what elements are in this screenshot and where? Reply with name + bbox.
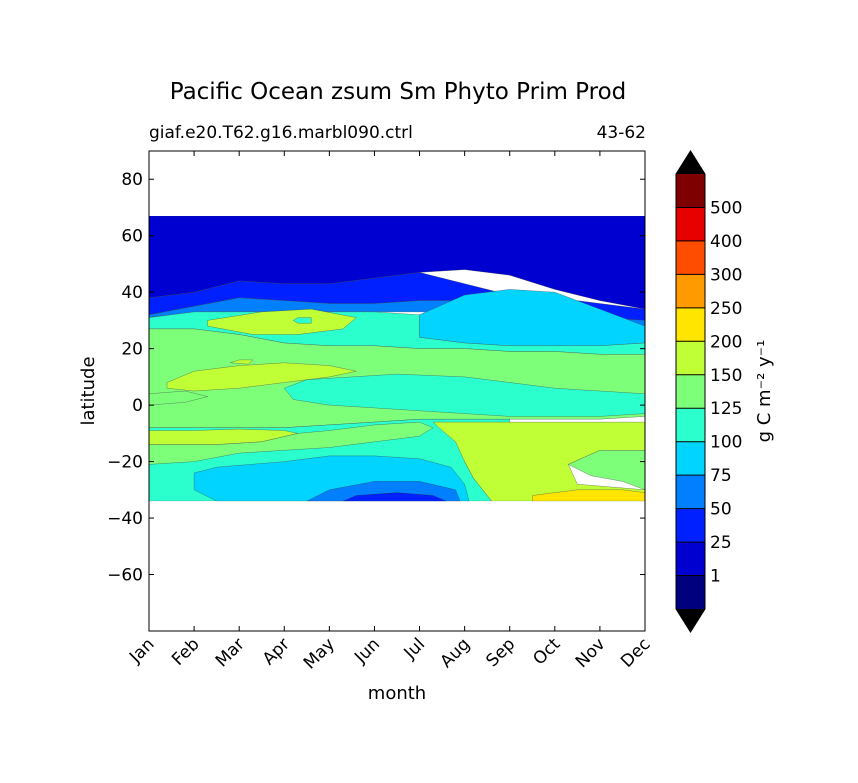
colorbar-segment bbox=[676, 408, 705, 443]
x-tick-label: Nov bbox=[572, 634, 610, 672]
contour-region-21 bbox=[292, 317, 312, 324]
y-tick-label: −40 bbox=[107, 509, 143, 529]
colorbar-segment bbox=[676, 374, 705, 409]
y-axis-label: latitude bbox=[78, 356, 99, 425]
colorbar-segment bbox=[676, 542, 705, 577]
colorbar-tick-label: 75 bbox=[710, 466, 732, 486]
x-tick-label: Jun bbox=[350, 634, 384, 668]
colorbar-extend-min bbox=[676, 609, 705, 632]
colorbar-tick-label: 50 bbox=[710, 500, 732, 520]
x-tick-label: Oct bbox=[529, 634, 564, 669]
y-tick-label: 0 bbox=[132, 396, 143, 416]
colorbar-segment bbox=[676, 508, 705, 543]
contour-region-22 bbox=[230, 359, 254, 365]
y-tick-label: −20 bbox=[107, 453, 143, 473]
y-tick-label: −60 bbox=[107, 566, 143, 586]
colorbar-tick-label: 250 bbox=[710, 299, 742, 319]
colorbar-segment bbox=[676, 441, 705, 476]
y-tick-label: 80 bbox=[121, 170, 143, 190]
chart-subtitle-right: 43-62 bbox=[597, 123, 646, 143]
contour-region-11 bbox=[283, 373, 645, 417]
x-tick-label: Dec bbox=[617, 634, 654, 671]
y-axis: 80 60 40 20 0 −20 −40 −60 bbox=[107, 170, 645, 586]
x-tick-label: Mar bbox=[212, 634, 249, 671]
colorbar-segment bbox=[676, 341, 705, 376]
colorbar-extend-max bbox=[676, 151, 705, 174]
chart-title: Pacific Ocean zsum Sm Phyto Prim Prod bbox=[170, 79, 627, 105]
y-tick-label: 40 bbox=[121, 283, 143, 303]
contour-region-20 bbox=[342, 492, 447, 502]
colorbar-tick-label: 25 bbox=[710, 533, 732, 553]
colorbar-segment bbox=[676, 174, 705, 208]
x-tick-label: Jul bbox=[400, 634, 429, 663]
colorbar-segment bbox=[676, 575, 705, 610]
x-tick-label: Apr bbox=[259, 634, 294, 669]
contour-region-8 bbox=[207, 308, 357, 335]
contour-region-17 bbox=[532, 489, 645, 502]
contour-region-10 bbox=[149, 390, 208, 406]
colorbar-tick-label: 125 bbox=[710, 399, 742, 419]
colorbar-outline bbox=[675, 150, 706, 633]
colorbar-segment bbox=[676, 207, 705, 242]
contour-region-16 bbox=[567, 450, 645, 491]
contour-region-9 bbox=[166, 362, 357, 392]
colorbar-tick-label: 300 bbox=[710, 265, 742, 285]
x-axis-label: month bbox=[368, 683, 426, 704]
colorbar-tick-label: 1 bbox=[710, 567, 721, 587]
y-tick-label: 20 bbox=[121, 340, 143, 360]
colorbar-segment bbox=[676, 274, 705, 309]
x-tick-label: Feb bbox=[168, 634, 203, 669]
plot-frame bbox=[148, 150, 646, 632]
chart-subtitle-left: giaf.e20.T62.g16.marbl090.ctrl bbox=[149, 123, 413, 143]
x-tick-label: May bbox=[300, 634, 339, 673]
x-tick-label: Aug bbox=[437, 634, 475, 672]
colorbar-segment bbox=[676, 240, 705, 275]
x-tick-label: Jan bbox=[125, 634, 158, 667]
x-tick-label: Sep bbox=[482, 634, 519, 671]
colorbar-tick-label: 100 bbox=[710, 433, 742, 453]
colorbar-segment bbox=[676, 307, 705, 342]
colorbar-label: g C m⁻² y⁻¹ bbox=[754, 340, 775, 443]
colorbar-tick-label: 400 bbox=[710, 232, 742, 252]
colorbar-tick-label: 500 bbox=[710, 198, 742, 218]
colorbar-tick-label: 200 bbox=[710, 332, 742, 352]
y-tick-label: 60 bbox=[121, 227, 143, 247]
contour-region-14 bbox=[149, 421, 434, 465]
colorbar-tick-label: 150 bbox=[710, 366, 742, 386]
contour-fills bbox=[149, 215, 645, 502]
colorbar-segment bbox=[676, 475, 705, 510]
